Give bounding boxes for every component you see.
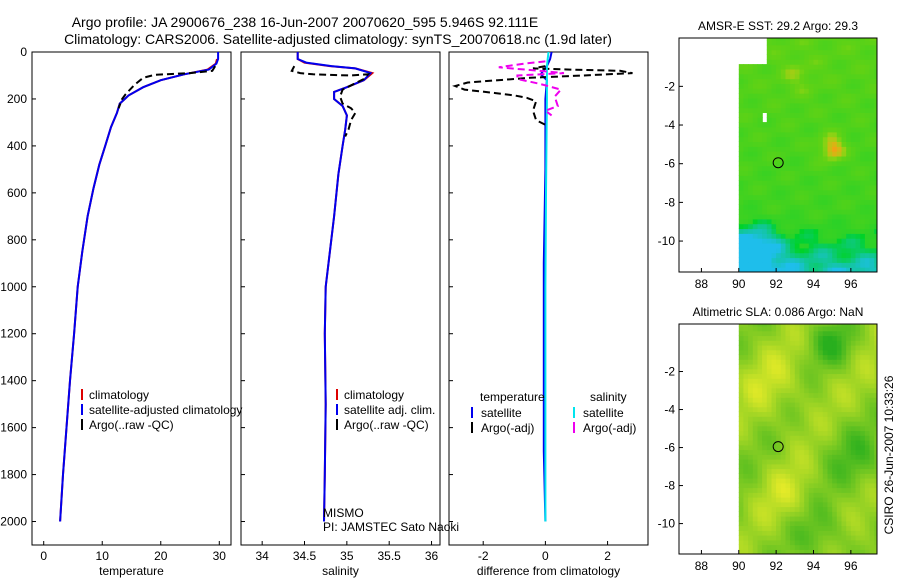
plot-frame-2 bbox=[448, 51, 649, 546]
x-tick-label: 35.5 bbox=[378, 549, 402, 563]
legend-entry: Argo(..raw -QC) bbox=[344, 418, 429, 432]
map-y-tick-label: -4 bbox=[664, 118, 675, 132]
series-line-salinity-argo-adj- bbox=[498, 60, 565, 117]
x-tick-label: 0 bbox=[542, 549, 549, 563]
y-tick-label: 400 bbox=[7, 139, 27, 153]
y-tick-label: 1400 bbox=[0, 374, 27, 388]
x-tick-label: 34.5 bbox=[293, 549, 317, 563]
map-x-tick-label: 96 bbox=[844, 559, 858, 573]
map-y-tick-label: -2 bbox=[664, 365, 675, 379]
figure-title-line-1: Argo profile: JA 2900676_238 16-Jun-2007… bbox=[72, 14, 539, 30]
map-frame bbox=[678, 37, 878, 273]
legend-group-title: salinity bbox=[590, 390, 627, 404]
x-tick-label: -2 bbox=[478, 549, 489, 563]
y-tick-label: 1200 bbox=[0, 327, 27, 341]
sst-map-panel: AMSR-E SST: 29.2 Argo: 29.3 88 90 92 94 96 -2 -… bbox=[658, 19, 878, 291]
map-grid-cells bbox=[738, 38, 877, 272]
x-tick-label: 36 bbox=[425, 549, 439, 563]
y-tick-label: 600 bbox=[7, 186, 27, 200]
float-position-marker bbox=[772, 157, 784, 169]
series-line-climatology bbox=[296, 52, 375, 522]
float-name-annotation: MISMO bbox=[323, 506, 364, 520]
map-x-tick-label: 92 bbox=[769, 559, 783, 573]
x-axis-label: temperature bbox=[99, 564, 164, 578]
map-x-tick-label: 96 bbox=[844, 277, 858, 291]
legend-entry: Argo(..raw -QC) bbox=[89, 418, 174, 432]
map-y-tick-label: -6 bbox=[664, 441, 675, 455]
pi-name-annotation: PI: JAMSTEC Sato Naoki bbox=[323, 520, 459, 534]
side-timestamp-label: CSIRO 26-Jun-2007 10:33:26 bbox=[882, 375, 896, 534]
legend-group-title: temperature bbox=[480, 390, 545, 404]
series-line-satellite-adj-clim- bbox=[296, 52, 373, 522]
series-line-temperature-argo-adj- bbox=[452, 65, 633, 126]
map-x-tick-label: 88 bbox=[695, 277, 709, 291]
legend-entry: satellite bbox=[583, 406, 624, 420]
map-x-tick-label: 92 bbox=[769, 277, 783, 291]
figure-title-line-2: Climatology: CARS2006. Satellite-adjuste… bbox=[64, 31, 612, 47]
plot-frame-1 bbox=[240, 51, 441, 546]
y-tick-label: 200 bbox=[7, 92, 27, 106]
series-line-satellite-adjusted-climatology bbox=[59, 52, 220, 522]
y-tick-label: 2000 bbox=[0, 515, 27, 529]
map-x-tick-label: 90 bbox=[732, 277, 746, 291]
series-line-argo-raw-qc- bbox=[117, 65, 217, 109]
legend-entry: satellite bbox=[481, 406, 522, 420]
map-y-tick-label: -10 bbox=[658, 234, 676, 248]
plot-frame-0 bbox=[31, 51, 232, 546]
x-tick-label: 2 bbox=[604, 549, 611, 563]
sla-map-panel: Altimetric SLA: 0.086 Argo: NaN 88 90 92 94 9… bbox=[658, 305, 878, 573]
series-group bbox=[290, 52, 375, 522]
y-tick-label: 1000 bbox=[0, 280, 27, 294]
map-frame bbox=[678, 323, 878, 555]
x-tick-label: 0 bbox=[40, 549, 47, 563]
map-y-tick-label: -8 bbox=[664, 195, 675, 209]
map-x-tick-label: 88 bbox=[695, 559, 709, 573]
y-tick-label: 800 bbox=[7, 233, 27, 247]
map-y-tick-label: -6 bbox=[664, 157, 675, 171]
map-x-tick-label: 94 bbox=[807, 559, 821, 573]
salinity-panel: 34 34.5 35 35.5 36 salinity climatologysatelli… bbox=[240, 51, 459, 578]
x-tick-label: 35 bbox=[340, 549, 354, 563]
y-tick-label: 0 bbox=[20, 45, 27, 59]
map-y-tick-label: -4 bbox=[664, 403, 675, 417]
temperature-panel: 0 10 20 30 0 200 400 600 800 1000 1200 1400 1600 1800… bbox=[0, 45, 242, 578]
map-title: AMSR-E SST: 29.2 Argo: 29.3 bbox=[698, 19, 858, 33]
map-x-tick-label: 94 bbox=[807, 277, 821, 291]
legend-entry: Argo(-adj) bbox=[481, 421, 534, 435]
x-axis-label: salinity bbox=[322, 564, 359, 578]
series-group bbox=[59, 52, 220, 522]
series-group bbox=[452, 52, 633, 522]
x-tick-label: 34 bbox=[255, 549, 269, 563]
legend-entry: Argo(-adj) bbox=[583, 421, 636, 435]
map-y-tick-label: -10 bbox=[658, 517, 676, 531]
x-tick-label: 10 bbox=[96, 549, 110, 563]
map-title: Altimetric SLA: 0.086 Argo: NaN bbox=[693, 305, 864, 319]
map-x-tick-label: 90 bbox=[732, 559, 746, 573]
map-grid-cells bbox=[738, 324, 877, 554]
series-line-argo-raw-qc- bbox=[290, 65, 371, 137]
map-y-tick-label: -8 bbox=[664, 479, 675, 493]
series-line-salinity-satellite bbox=[544, 52, 550, 522]
float-position-marker bbox=[772, 441, 784, 453]
x-tick-label: 30 bbox=[213, 549, 227, 563]
y-tick-label: 1600 bbox=[0, 421, 27, 435]
legend-entry: climatology bbox=[89, 388, 149, 402]
map-y-tick-label: -2 bbox=[664, 79, 675, 93]
legend-entry: satellite-adjusted climatology bbox=[89, 403, 242, 417]
legend-entry: satellite adj. clim. bbox=[344, 403, 435, 417]
y-tick-label: 1800 bbox=[0, 468, 27, 482]
legend-entry: climatology bbox=[344, 388, 404, 402]
series-line-climatology bbox=[59, 58, 218, 522]
x-axis-label: difference from climatology bbox=[477, 564, 620, 578]
x-tick-label: 20 bbox=[154, 549, 168, 563]
